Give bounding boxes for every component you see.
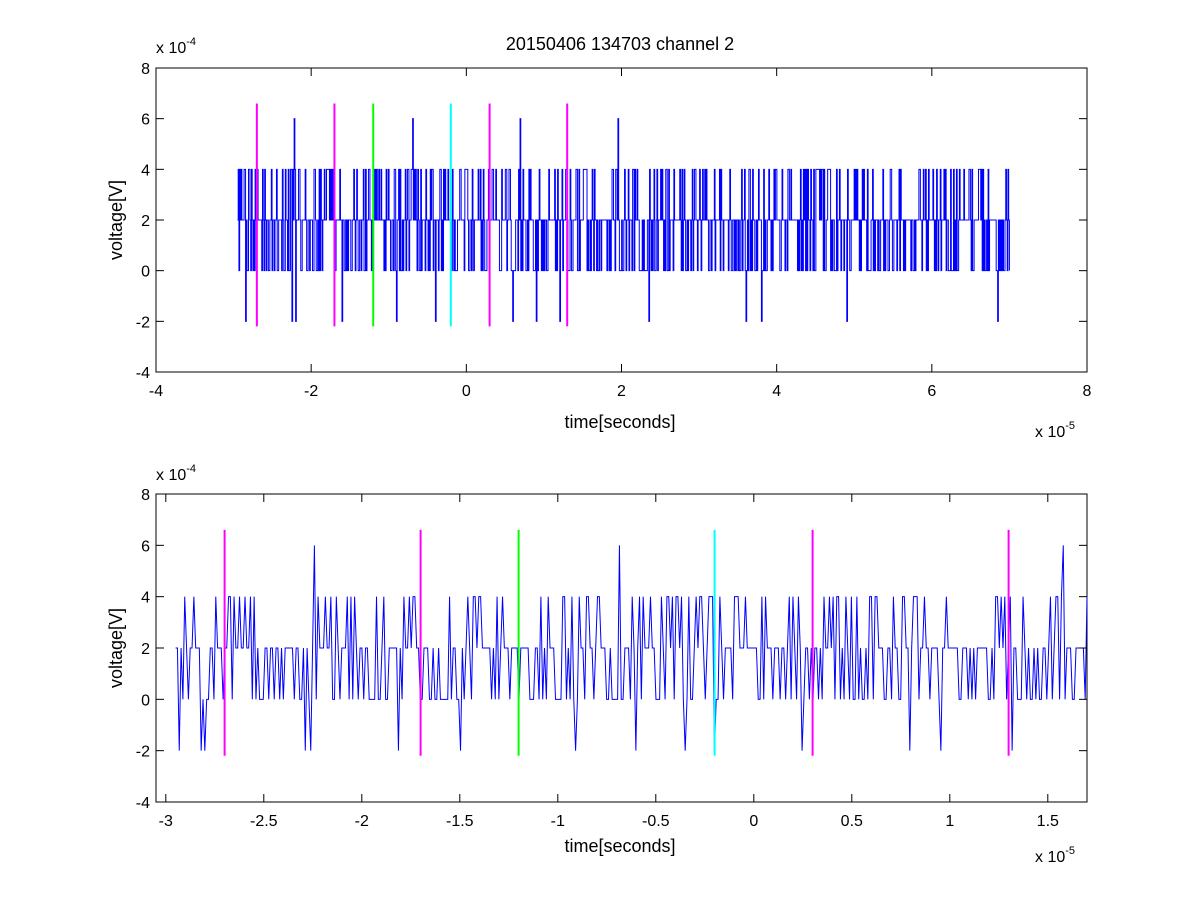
y-ticks: -4 -2 0 2 4 6 8 (136, 487, 1087, 812)
y-tick-label: 2 (141, 213, 150, 230)
x-tick-label: 8 (1083, 383, 1092, 400)
y-tick-label: -2 (136, 744, 150, 761)
x-tick-label: 1 (945, 813, 954, 830)
x-tick-label: 4 (772, 383, 781, 400)
x-tick-label: -1.5 (446, 813, 474, 830)
y-axis-label: voltage[V] (106, 180, 126, 260)
x-exponent-label: x 10-5 (1035, 420, 1075, 441)
x-tick-label: 1.5 (1037, 813, 1059, 830)
y-tick-label: 6 (141, 538, 150, 555)
y-tick-label: 2 (141, 641, 150, 658)
signal-line (175, 545, 1088, 751)
x-tick-label: 2 (617, 383, 626, 400)
x-exponent-label: x 10-5 (1035, 845, 1075, 866)
y-tick-label: 6 (141, 112, 150, 129)
series-layer (175, 529, 1088, 756)
x-tick-label: 6 (927, 383, 936, 400)
x-exponent: -5 (1065, 845, 1075, 857)
y-exponent-label: x 10-4 (156, 36, 196, 57)
bottom-axes: -3 -2.5 -2 -1.5 -1 -0.5 0 0.5 1 1.5 -4 -2 0 2 4 6 8 tim… (106, 463, 1088, 866)
y-tick-label: 4 (141, 590, 150, 607)
x-tick-label: -2 (355, 813, 369, 830)
x-exponent: -5 (1065, 420, 1075, 432)
x-tick-label: -0.5 (642, 813, 670, 830)
svg-text:x 10-4: x 10-4 (156, 463, 196, 484)
y-ticks: -4 -2 0 2 4 6 8 (136, 61, 1087, 382)
x-tick-label: -2.5 (250, 813, 278, 830)
series-layer (237, 103, 1010, 327)
y-tick-label: 8 (141, 61, 150, 78)
x-tick-label: -4 (149, 383, 163, 400)
top-axes: 20150406 134703 channel 2 -4 -2 0 2 4 6 8 -4 -2… (106, 34, 1092, 441)
svg-text:x 10-4: x 10-4 (156, 36, 196, 57)
x-tick-label: -1 (551, 813, 565, 830)
y-tick-label: 0 (141, 264, 150, 281)
x-multiplier: x 10 (1035, 424, 1065, 441)
y-exponent-label: x 10-4 (156, 463, 196, 484)
svg-text:x 10-5: x 10-5 (1035, 845, 1075, 866)
y-tick-label: 0 (141, 692, 150, 709)
x-multiplier: x 10 (1035, 849, 1065, 866)
x-tick-label: -2 (304, 383, 318, 400)
svg-text:x 10-5: x 10-5 (1035, 420, 1075, 441)
x-tick-label: 0 (749, 813, 758, 830)
y-multiplier: x 10 (156, 40, 186, 57)
y-tick-label: -4 (136, 795, 150, 812)
y-tick-label: -4 (136, 365, 150, 382)
x-tick-label: 0 (462, 383, 471, 400)
x-axis-label: time[seconds] (564, 412, 675, 432)
x-axis-label: time[seconds] (564, 836, 675, 856)
x-tick-label: -3 (159, 813, 173, 830)
y-tick-label: 8 (141, 487, 150, 504)
signal-line (237, 118, 1010, 322)
y-tick-label: 4 (141, 162, 150, 179)
x-ticks: -4 -2 0 2 4 6 8 (149, 68, 1092, 400)
y-exponent: -4 (186, 463, 196, 475)
x-tick-label: 0.5 (841, 813, 863, 830)
y-axis-label: voltage[V] (106, 608, 126, 688)
y-exponent: -4 (186, 36, 196, 48)
y-tick-label: -2 (136, 314, 150, 331)
y-multiplier: x 10 (156, 467, 186, 484)
x-ticks: -3 -2.5 -2 -1.5 -1 -0.5 0 0.5 1 1.5 (159, 494, 1059, 830)
chart-title: 20150406 134703 channel 2 (506, 34, 734, 54)
